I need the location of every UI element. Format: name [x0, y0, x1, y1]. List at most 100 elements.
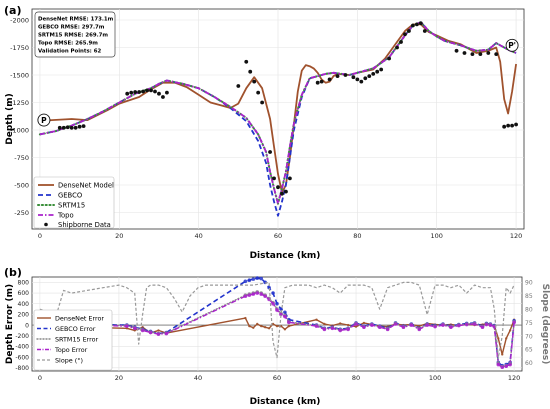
series-densenet-error-point: [346, 323, 350, 327]
shipborne-point: [244, 59, 249, 64]
series-densenet-error-point: [497, 337, 500, 340]
y2-tick-label: 60: [525, 360, 533, 367]
legend-b-topo: Topo Error: [54, 346, 88, 354]
shipborne-point: [414, 22, 419, 27]
series-topo-error-point: [370, 323, 374, 327]
panel-a-ticks: 0 20 40 60 80 100 120 -2000 -1750 -1500 -1250 -1000…: [10, 16, 522, 240]
x-tick-label: 20: [115, 232, 123, 240]
series-gebco-error-point: [251, 277, 256, 281]
profile-endpoint-label: P': [508, 41, 516, 50]
shipborne-point: [379, 67, 384, 72]
series-topo-error-point: [259, 292, 263, 296]
shipborne-point: [165, 90, 169, 95]
shipborne-point: [57, 125, 62, 130]
panel-b-legend-frame: [33, 309, 113, 371]
x-tick-label: 40: [195, 232, 203, 240]
series-topo-error-point: [464, 322, 469, 327]
shipborne-point: [73, 125, 78, 130]
series-topo-error-point: [377, 325, 382, 330]
shipborne-point: [411, 23, 415, 28]
shipborne-point: [69, 125, 74, 130]
shipborne-point: [236, 84, 241, 88]
series-densenet-error-point: [354, 325, 358, 328]
series-gebco-error-point: [247, 278, 252, 283]
y2-tick-label: 75: [525, 320, 533, 327]
shipborne-point: [351, 75, 356, 80]
shipborne-point: [399, 40, 403, 44]
stats-gebco-rmse: GEBCO RMSE: 297.7m: [38, 25, 105, 31]
stats-box: DenseNet RMSE: 173.1m GEBCO RMSE: 297.7m…: [34, 11, 116, 58]
stats-densenet-rmse: DenseNet RMSE: 173.1m: [38, 17, 114, 23]
shipborne-point: [81, 124, 86, 129]
legend-a-shipborne-swatch: [44, 222, 48, 227]
shipborne-point: [141, 89, 145, 94]
panel-b-xlabel: Distance (km): [250, 397, 321, 407]
legend-b-slope: Slope (°): [55, 357, 83, 365]
y-tick-label: 200: [18, 312, 30, 319]
stats-topo-rmse: Topo RMSE: 265.9m: [38, 41, 98, 47]
series-topo-error-point: [425, 323, 429, 327]
series-densenet-error-point: [362, 321, 366, 325]
shipborne-point: [454, 48, 459, 53]
panel-a-legend-frame: [33, 176, 115, 229]
y-tick-label: 800: [18, 280, 30, 287]
series-topo-error-point: [409, 323, 414, 327]
series-topo-error-point: [346, 327, 350, 332]
legend-b-densenet: DenseNet Error: [55, 315, 104, 323]
series-gebco-error-point: [243, 279, 248, 284]
series-topo-error-point: [338, 328, 343, 333]
series-topo-error-point: [330, 326, 335, 331]
series-topo-error-point: [456, 323, 461, 328]
series-topo-error-point: [433, 324, 437, 329]
shipborne-point: [514, 122, 518, 127]
shipborne-point: [502, 124, 507, 129]
legend-a-shipborne: Shipborne Data: [58, 221, 111, 229]
series-topo-error-point: [247, 293, 252, 297]
series-densenet-error-point: [263, 326, 267, 329]
y-tick-label: -1000: [10, 126, 29, 134]
legend-a-srtm15: SRTM15: [58, 202, 85, 210]
shipborne-point: [248, 69, 253, 74]
y-tick-label: -200: [15, 333, 29, 340]
series-densenet-error-point: [256, 322, 259, 326]
panel-b-y2label: Slope (degrees): [540, 284, 550, 365]
series-topo-error-point: [354, 322, 358, 326]
legend-b-srtm15: SRTM15 Error: [55, 336, 99, 344]
series-topo-error-point: [140, 328, 145, 333]
y-tick-label: -1250: [10, 99, 29, 107]
shipborne-point: [510, 123, 514, 128]
series-topo-error-point: [125, 324, 129, 328]
shipborne-point: [252, 79, 257, 84]
series-topo-error-point: [271, 301, 275, 306]
series-topo-error-point: [283, 314, 287, 319]
series-densenet-error-point: [504, 337, 508, 340]
series-topo-error-point: [314, 324, 319, 328]
series-gebco-error-point: [255, 276, 260, 280]
series-topo-error-point: [385, 327, 390, 332]
series-topo-error-point: [417, 327, 422, 332]
shipborne-point: [149, 88, 153, 93]
shipborne-point: [359, 79, 364, 84]
x-tick-label: 40: [194, 374, 202, 382]
shipborne-point: [494, 52, 499, 56]
shipborne-point: [260, 100, 265, 105]
shipborne-point: [256, 90, 261, 95]
series-topo-error-point: [488, 323, 493, 327]
series-densenet-error-point: [252, 326, 255, 329]
y2-tick-label: 70: [525, 333, 533, 340]
x-tick-label: 120: [508, 374, 520, 382]
y-tick-label: -500: [14, 181, 29, 189]
series-topo-error-point: [287, 320, 291, 325]
shipborne-point: [61, 125, 66, 130]
profile-endpoint-label: P: [41, 116, 47, 125]
panel-a-label: (a): [4, 4, 21, 17]
x-tick-label: 0: [38, 232, 42, 240]
shipborne-point: [407, 29, 411, 33]
y-tick-label: -600: [15, 354, 29, 361]
series-topo-error-point: [362, 325, 366, 330]
y2-tick-label: 85: [525, 293, 533, 300]
y-tick-label: -750: [14, 154, 29, 162]
y2-tick-label: 80: [525, 306, 533, 313]
shipborne-point: [395, 45, 399, 50]
